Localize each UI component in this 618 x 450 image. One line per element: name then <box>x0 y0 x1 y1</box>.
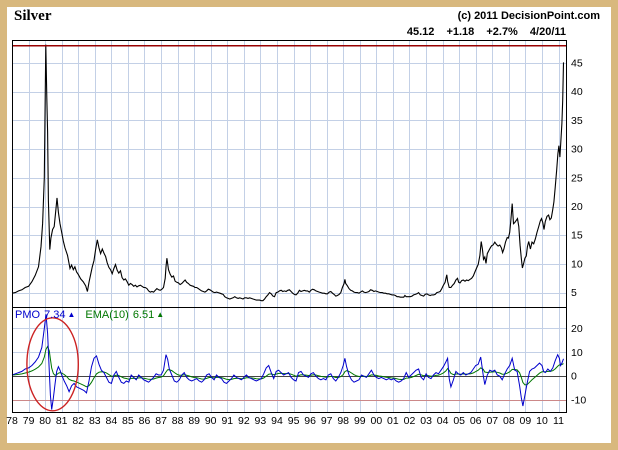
year-axis-tick: 79 <box>23 415 35 427</box>
price-axis-tick: 10 <box>571 258 583 270</box>
year-axis-tick: 08 <box>503 415 515 427</box>
year-axis-tick: 02 <box>404 415 416 427</box>
pmo-value: 7.34 <box>44 309 66 321</box>
quote-date: 4/20/11 <box>529 26 566 38</box>
price-axis-tick: 30 <box>571 144 583 156</box>
pmo-axis-tick: 0 <box>571 371 577 383</box>
year-axis-tick: 92 <box>238 415 250 427</box>
copyright-text: (c) 2011 DecisionPoint.com <box>457 10 600 22</box>
quote-price: 45.12 <box>406 26 435 38</box>
price-axis-tick: 20 <box>571 201 583 213</box>
pmo-axis-tick: 20 <box>571 323 583 335</box>
year-axis-tick: 91 <box>221 415 233 427</box>
pmo-panel-frame <box>12 307 567 413</box>
price-axis-tick: 15 <box>571 230 583 242</box>
year-axis-tick: 96 <box>304 415 316 427</box>
pmo-rising-arrow-icon: ▲ <box>67 310 76 319</box>
year-axis-tick: 89 <box>188 415 200 427</box>
quote-change: +1.18 <box>446 26 475 38</box>
year-axis-tick: 87 <box>155 415 167 427</box>
year-axis-tick: 81 <box>56 415 68 427</box>
year-axis-tick: 03 <box>420 415 432 427</box>
year-axis-tick: 83 <box>89 415 101 427</box>
chart-title: Silver <box>14 8 52 24</box>
year-axis-tick: 07 <box>486 415 498 427</box>
year-axis-tick: 10 <box>536 415 548 427</box>
year-axis-tick: 00 <box>371 415 383 427</box>
pmo-line <box>11 314 564 410</box>
year-axis-tick: 93 <box>255 415 267 427</box>
year-axis-tick: 06 <box>470 415 482 427</box>
ema-value: 6.51 <box>132 309 155 321</box>
year-axis-tick: 98 <box>337 415 349 427</box>
pmo-axis-tick: 10 <box>571 347 583 359</box>
pmo-spike-annotation-ellipse <box>26 317 79 412</box>
ema-rising-arrow-icon: ▲ <box>156 310 165 319</box>
indicator-header: PMO 7.34 ▲ EMA(10) 6.51 ▲ <box>15 309 164 321</box>
pmo-label: PMO <box>15 309 41 321</box>
year-axis-tick: 85 <box>122 415 134 427</box>
price-axis-tick: 35 <box>571 115 583 127</box>
year-axis-tick: 99 <box>354 415 366 427</box>
quote-line: 45.12 +1.18 +2.7% 4/20/11 <box>407 26 566 38</box>
year-axis-tick: 09 <box>520 415 532 427</box>
ema-label: EMA(10) <box>85 309 129 321</box>
year-axis-tick: 90 <box>205 415 217 427</box>
quote-change-pct: +2.7% <box>486 26 518 38</box>
price-axis-tick: 45 <box>571 58 583 70</box>
year-axis-tick: 95 <box>288 415 300 427</box>
year-axis-tick: 01 <box>387 415 399 427</box>
year-axis-tick: 05 <box>453 415 465 427</box>
year-axis-tick: 86 <box>139 415 151 427</box>
price-axis-tick: 25 <box>571 172 583 184</box>
year-axis-tick: 97 <box>321 415 333 427</box>
axis-labels: 45 40 35 30 25 20 15 10 5 20 10 0 -10 78 79 80 81 82 83 84 8… <box>6 58 586 428</box>
year-axis-tick: 80 <box>39 415 51 427</box>
price-axis-tick: 5 <box>571 287 577 299</box>
year-axis-tick: 84 <box>106 415 118 427</box>
year-axis-tick: 82 <box>72 415 84 427</box>
year-axis-tick: 78 <box>6 415 18 427</box>
year-axis-tick: 04 <box>437 415 449 427</box>
ema-line <box>11 345 564 388</box>
pmo-axis-tick: -10 <box>571 395 586 407</box>
year-axis-tick: 94 <box>271 415 283 427</box>
price-line <box>11 44 565 302</box>
grid-lines <box>12 40 566 412</box>
year-axis-tick: 88 <box>172 415 184 427</box>
price-axis-tick: 40 <box>571 86 583 98</box>
year-axis-tick: 11 <box>553 415 564 427</box>
